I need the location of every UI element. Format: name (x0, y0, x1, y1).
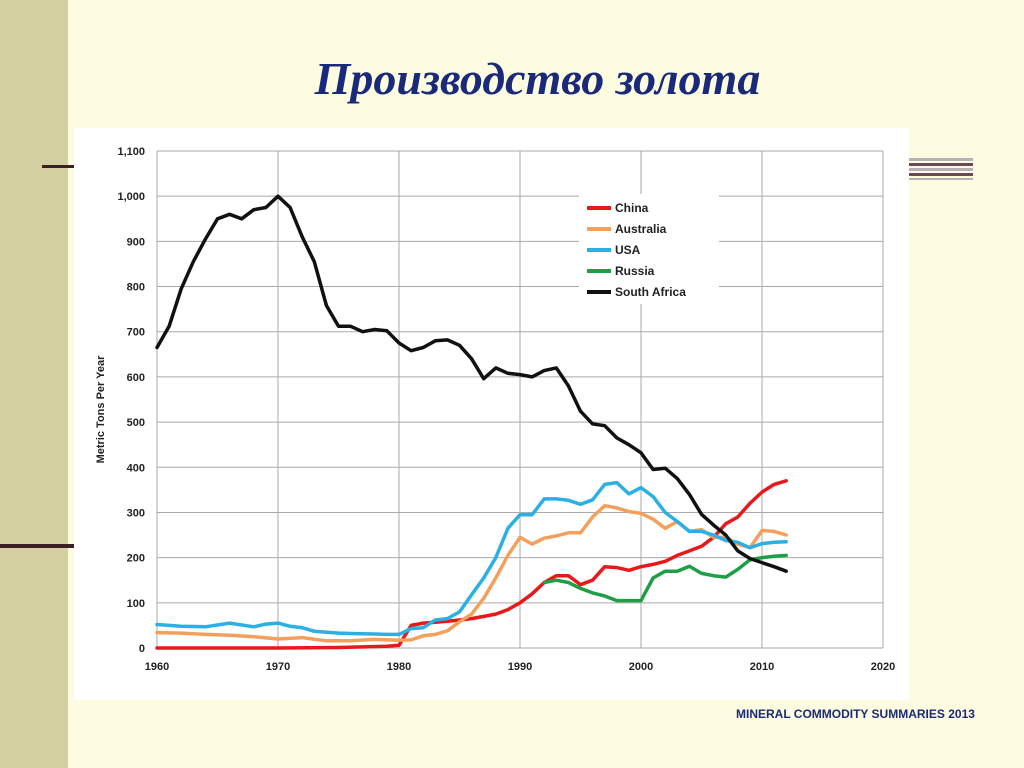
x-tick-label: 2000 (629, 661, 653, 673)
y-tick-label: 500 (127, 417, 145, 429)
x-tick-label: 1980 (387, 661, 411, 673)
x-tick-label: 1960 (145, 661, 169, 673)
y-tick-label: 1,100 (117, 146, 145, 158)
legend-label: China (615, 201, 649, 215)
y-tick-label: 1,000 (117, 191, 145, 203)
series-line-usa (155, 480, 788, 637)
y-tick-label: 100 (127, 598, 145, 610)
y-tick-label: 300 (127, 507, 145, 519)
decorative-rule-bottom (0, 544, 74, 548)
series-line-australia (155, 503, 788, 643)
side-bar-decoration (0, 0, 68, 768)
y-axis-label: Metric Tons Per Year (95, 355, 107, 464)
series-line-south-africa (155, 194, 788, 573)
y-tick-label: 800 (127, 282, 145, 294)
series-line-china (155, 479, 788, 650)
slide-title: Производство золота (314, 53, 761, 104)
source-note: MINERAL COMMODITY SUMMARIES 2013 (736, 707, 975, 721)
x-tick-label: 2010 (750, 661, 774, 673)
x-tick-label: 1990 (508, 661, 532, 673)
y-tick-label: 0 (139, 643, 145, 655)
decorative-stripes-right (909, 158, 973, 180)
y-tick-label: 900 (127, 236, 145, 248)
chart-panel: 0 100 200 300 400 500 600 700 800 900 1,000 1,100 19… (74, 128, 909, 700)
gold-production-chart: 0 100 200 300 400 500 600 700 800 900 1,000 1,100 19… (95, 146, 895, 673)
y-tick-label: 200 (127, 553, 145, 565)
y-tick-label: 400 (127, 462, 145, 474)
series-line-russia (542, 553, 788, 603)
legend-label: Australia (615, 222, 667, 236)
legend-label: South Africa (615, 285, 686, 299)
y-tick-label: 700 (127, 327, 145, 339)
y-tick-label: 600 (127, 372, 145, 384)
x-tick-label: 1970 (266, 661, 290, 673)
decorative-rule-top (42, 165, 74, 168)
legend-label: USA (615, 243, 641, 257)
x-tick-label: 2020 (871, 661, 895, 673)
legend-label: Russia (615, 264, 655, 278)
